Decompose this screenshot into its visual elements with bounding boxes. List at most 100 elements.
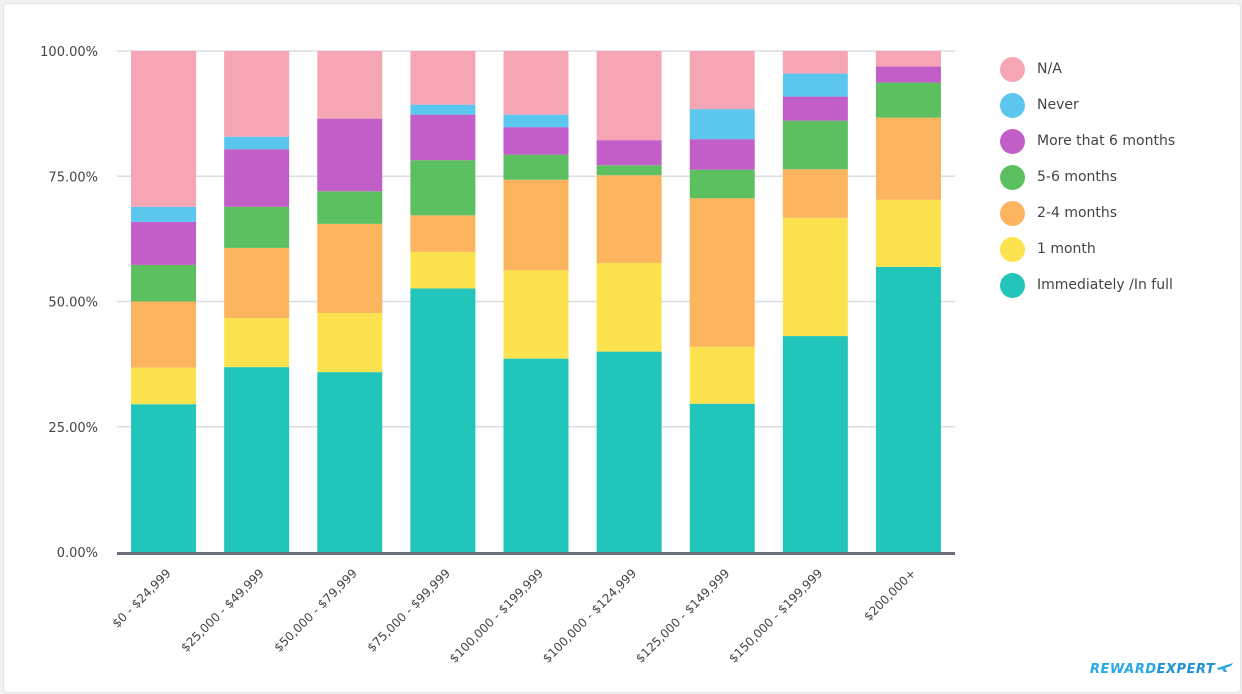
bar-segment	[131, 264, 197, 302]
bar-segment	[875, 82, 941, 118]
stacked-bar-chart: 0.00% 25.00% 50.00% 75.00% 100.00% $0 - $24,9…	[40, 45, 955, 666]
bar-segment	[131, 301, 197, 368]
bar-segment	[410, 288, 476, 552]
bar-segment	[596, 175, 662, 263]
legend-label: 1 month	[1037, 241, 1096, 257]
bar-segment	[782, 169, 848, 218]
legend-swatch	[1000, 164, 1025, 190]
x-tick-label: $0 - $24,999	[109, 566, 173, 630]
bar-segment	[689, 139, 755, 170]
bar-segment	[410, 160, 476, 216]
legend-label: More that 6 months	[1037, 133, 1176, 149]
bar-segment	[224, 318, 290, 368]
bar-segment	[782, 73, 848, 97]
bar-segment	[596, 140, 662, 166]
brand-logo: REWARDEXPERT	[1090, 661, 1234, 677]
bar-segment	[224, 247, 290, 319]
legend-item: Never	[1000, 87, 1175, 123]
legend-swatch	[1000, 92, 1025, 118]
bar-segment	[224, 51, 290, 137]
legend-label: N/A	[1037, 61, 1062, 77]
bar-segment	[317, 191, 383, 224]
bar-segment	[875, 117, 941, 200]
legend-label: Never	[1037, 97, 1079, 113]
bar-segment	[503, 358, 569, 552]
bar-segment	[503, 179, 569, 271]
x-tick-label: $150,000 - $199,999	[726, 566, 825, 665]
bar-segment	[410, 51, 476, 105]
legend-label: 5-6 months	[1037, 169, 1118, 185]
legend-item: Immediately /In full	[1000, 267, 1175, 303]
bar-segment	[782, 96, 848, 121]
bar-segment	[317, 223, 383, 314]
bar-segment	[503, 154, 569, 180]
bar-segment	[689, 109, 755, 140]
y-tick-label: 75.00%	[48, 170, 98, 185]
bar-segment	[131, 221, 197, 265]
legend-item: 2-4 months	[1000, 195, 1175, 231]
bar-segment	[503, 127, 569, 155]
x-tick-label: $100,000 - $124,999	[540, 566, 639, 665]
bar-segment	[131, 404, 197, 552]
bar-segment	[410, 104, 476, 115]
legend-label: Immediately /In full	[1037, 277, 1173, 293]
bar-segment	[875, 266, 941, 552]
bar-segment	[131, 367, 197, 405]
bar-segment	[131, 51, 197, 207]
bar-segment	[596, 165, 662, 176]
x-tick-label: $125,000 - $149,999	[633, 566, 732, 665]
bar-segment	[689, 346, 755, 404]
legend-item: 1 month	[1000, 231, 1175, 267]
bar-segment	[782, 217, 848, 337]
bar-segment	[782, 51, 848, 74]
y-tick-label: 50.00%	[48, 296, 98, 311]
bar-segment	[503, 51, 569, 115]
legend-swatch	[1000, 200, 1025, 226]
bar-segment	[689, 169, 755, 199]
bar-segment	[782, 336, 848, 552]
brand-reward-text: REWARD	[1090, 662, 1157, 677]
legend-swatch	[1000, 56, 1025, 82]
bar-segment	[317, 372, 383, 552]
chart-card: 0.00% 25.00% 50.00% 75.00% 100.00% $0 - $24,9…	[3, 3, 1241, 693]
bar-segment	[224, 149, 290, 207]
legend-item: N/A	[1000, 51, 1175, 87]
legend-label: 2-4 months	[1037, 205, 1118, 221]
bar-segment	[875, 66, 941, 83]
bar-segment	[317, 313, 383, 373]
x-tick-label: $75,000 - $99,999	[364, 566, 453, 655]
brand-expert-text: EXPERT	[1156, 662, 1216, 677]
legend-swatch	[1000, 128, 1025, 154]
bar-segment	[410, 251, 476, 289]
bar-segment	[689, 403, 755, 552]
bar-segment	[224, 367, 290, 552]
bar-segment	[317, 118, 383, 192]
bar-segment	[224, 136, 290, 150]
x-tick-label: $200,000+	[861, 566, 918, 623]
bar-segment	[131, 206, 197, 222]
legend: N/A Never More that 6 months 5-6 months 2-4 …	[1000, 51, 1175, 303]
bar-segment	[596, 351, 662, 552]
bar-segment	[689, 51, 755, 110]
legend-swatch	[1000, 236, 1025, 262]
bar-segment	[596, 262, 662, 352]
bar-segment	[875, 199, 941, 267]
legend-item: More that 6 months	[1000, 123, 1175, 159]
x-tick-label: $50,000 - $79,999	[271, 566, 360, 655]
x-tick-label: $25,000 - $49,999	[178, 566, 267, 655]
bar-segment	[875, 51, 941, 67]
y-tick-label: 25.00%	[48, 421, 98, 436]
x-tick-label: $100,000 - $199,999	[447, 566, 546, 665]
bar-segment	[503, 114, 569, 128]
bar-segment	[782, 120, 848, 170]
bar-segment	[224, 206, 290, 248]
bar-segment	[689, 198, 755, 347]
legend-swatch	[1000, 272, 1025, 298]
bar-segment	[410, 114, 476, 161]
bar-segment	[503, 270, 569, 359]
y-tick-label: 0.00%	[57, 546, 98, 561]
legend-item: 5-6 months	[1000, 159, 1175, 195]
bar-segment	[317, 51, 383, 119]
bar-segment	[410, 215, 476, 252]
y-tick-label: 100.00%	[40, 45, 98, 60]
